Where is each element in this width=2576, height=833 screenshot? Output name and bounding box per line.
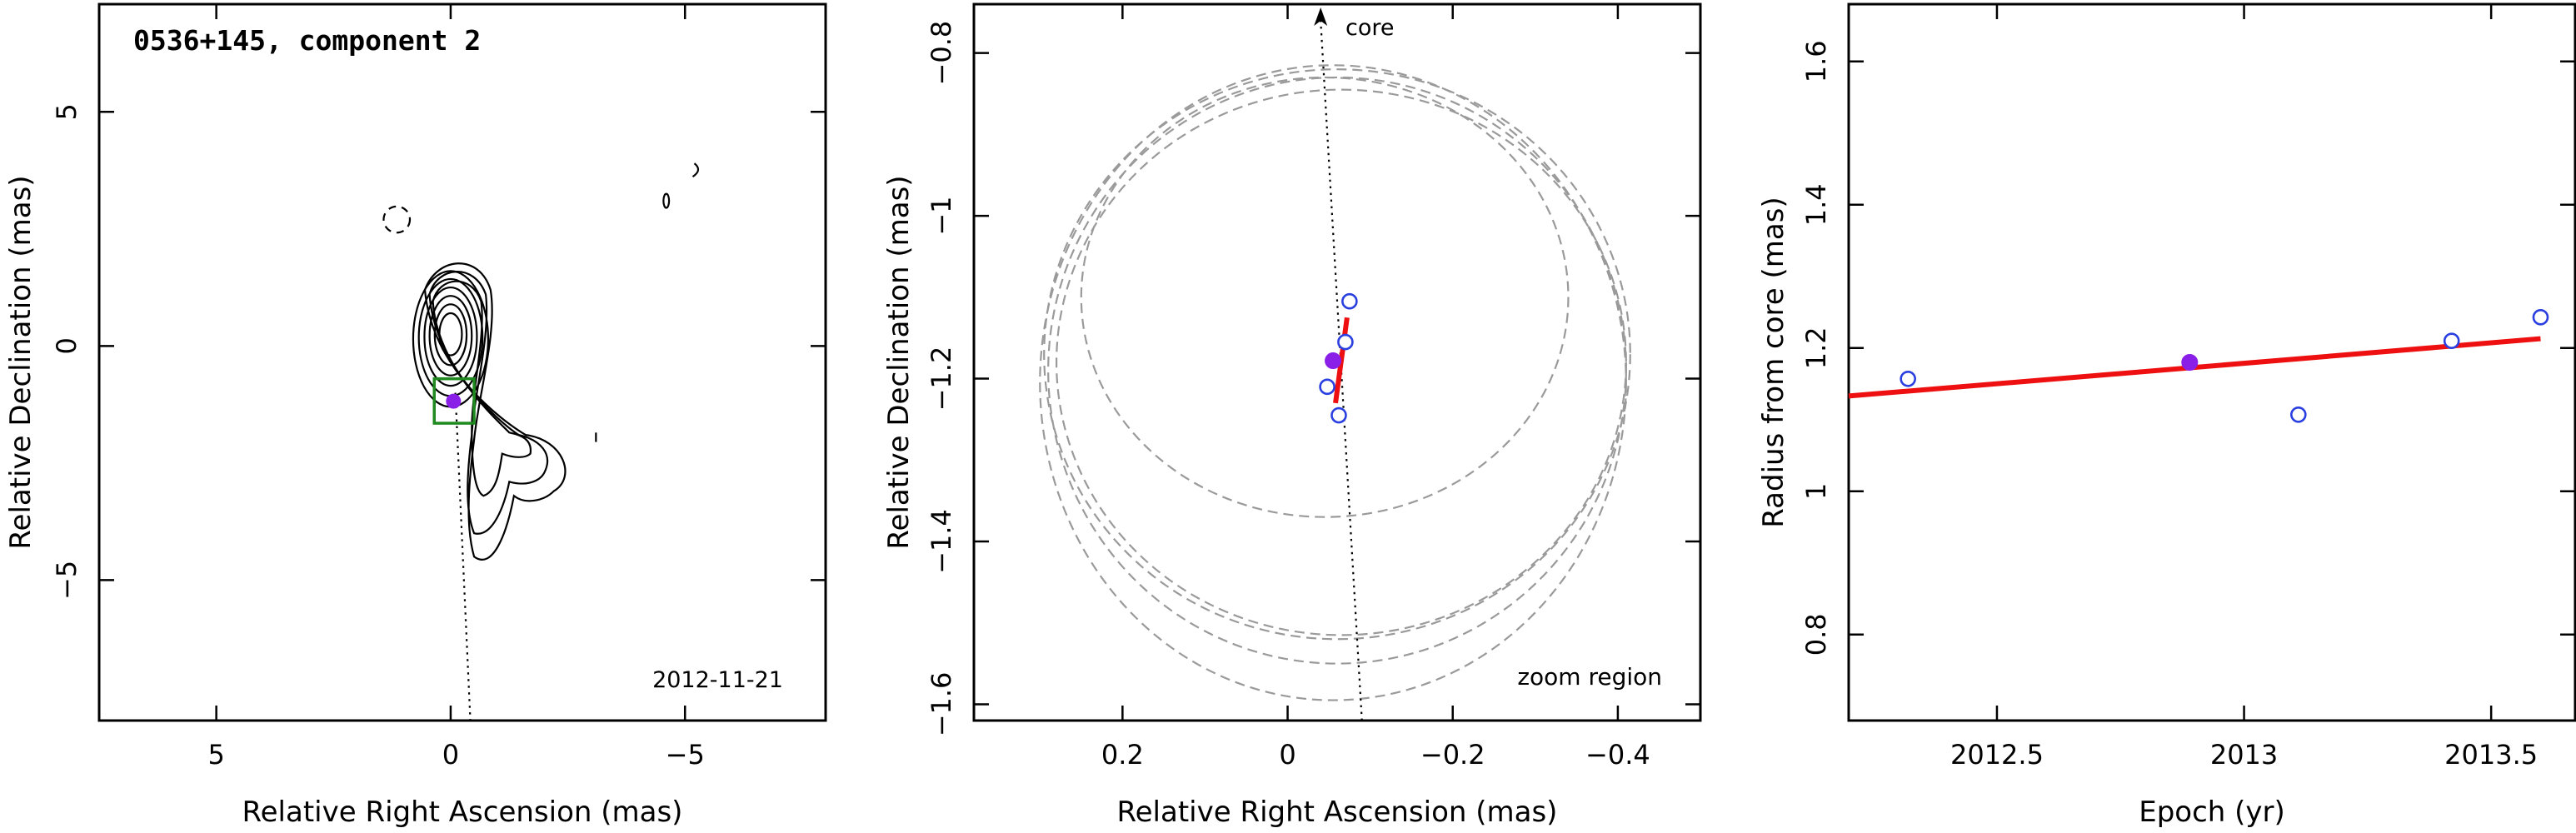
y-tick-label-1: 0: [51, 337, 82, 354]
x-tick-label-2: 0.2: [1101, 739, 1144, 771]
error-ellipse-3: [1055, 88, 1627, 636]
radius-point: [2290, 406, 2307, 423]
panel-zoom-region: 0.2 0 −0.2 −0.4 −0.8 −1 −1.2 −1.4 −1.6 core zoom…: [882, 2, 1702, 829]
y-tick-label-2: −1: [926, 197, 957, 236]
current-epoch-point: [2181, 354, 2199, 371]
contour-level-6: [423, 286, 478, 387]
y-axis-title-2: Relative Declination (mas): [882, 175, 916, 549]
negative-contour: [382, 205, 412, 234]
radius-points: [1900, 309, 2549, 423]
x-axis-title-3: Epoch (yr): [2139, 796, 2285, 829]
tick-group-1: 5 0 −5 5 0 −5: [51, 4, 826, 771]
position-point: [1337, 333, 1354, 351]
epoch-annotation: 2012-11-21: [652, 667, 783, 693]
contour-group: [382, 162, 700, 561]
error-ellipse-4: [1047, 76, 1627, 665]
core-label: core: [1345, 15, 1394, 41]
y-tick-label-3: 1: [1800, 483, 1832, 500]
position-point: [1341, 292, 1358, 310]
position-point: [1319, 378, 1335, 396]
y-tick-label-3: 0.8: [1800, 613, 1832, 656]
x-tick-label-1: 0: [442, 739, 459, 771]
current-epoch-point: [1325, 352, 1342, 370]
small-contour-2: [691, 162, 700, 178]
x-tick-label-3: 2013: [2210, 739, 2278, 771]
y-axis-title-1: Relative Declination (mas): [4, 175, 37, 549]
contour-outer-3: [432, 280, 532, 497]
y-tick-label-2: −0.8: [926, 21, 957, 86]
y-tick-label-1: −5: [51, 561, 82, 600]
panel-contour-map: 5 0 −5 5 0 −5 0536+145, component 2 2012-11-2…: [4, 2, 827, 829]
y-tick-label-3: 1.6: [1800, 40, 1832, 82]
error-ellipse-1: [1080, 76, 1570, 518]
core-direction-line: [454, 392, 472, 721]
x-axis-title-1: Relative Right Ascension (mas): [242, 796, 683, 829]
contour-level-8: [433, 303, 468, 367]
component-marker: [446, 393, 462, 409]
y-tick-label-3: 1.2: [1800, 327, 1832, 369]
x-tick-label-3: 2013.5: [2444, 739, 2538, 771]
error-ellipse-group: [1039, 64, 1631, 701]
x-axis-title-2: Relative Right Ascension (mas): [1117, 796, 1558, 829]
x-tick-label-2: 0: [1279, 739, 1295, 771]
tick-group-2: 0.2 0 −0.2 −0.4 −0.8 −1 −1.2 −1.4 −1.6: [926, 4, 1700, 771]
error-ellipse-5: [1039, 64, 1627, 701]
plot-frame-2: [972, 2, 1702, 722]
radius-point: [1900, 370, 1916, 387]
y-tick-label-1: 5: [51, 103, 82, 120]
contour-outer-2: [428, 271, 549, 535]
contour-level-7: [428, 295, 473, 377]
contour-level-9: [438, 312, 463, 357]
y-tick-label-3: 1.4: [1800, 183, 1832, 226]
plot-frame-1: [97, 2, 827, 722]
small-contour: [662, 192, 671, 209]
position-point: [1330, 407, 1347, 424]
x-tick-label-3: 2012.5: [1950, 739, 2044, 771]
y-tick-label-2: −1.4: [926, 509, 957, 574]
tick-group-3: 2012.5 2013 2013.5 0.8 1 1.2 1.4 1.6: [1800, 4, 2575, 771]
zoom-region-box: [432, 377, 476, 425]
panel1-title: 0536+145, component 2: [133, 24, 481, 57]
radius-point: [2443, 332, 2460, 350]
plot-frame-3: [1847, 2, 2576, 722]
panel-radius-vs-epoch: 2012.5 2013 2013.5 0.8 1 1.2 1.4 1.6 Epoch (yr)…: [1757, 2, 2576, 829]
position-points: [1319, 292, 1358, 424]
y-tick-label-2: −1.2: [926, 347, 957, 412]
contour-outer-1: [423, 262, 567, 561]
x-tick-label-1: −5: [666, 739, 705, 771]
error-ellipse-2: [1043, 68, 1631, 641]
radius-point: [2532, 309, 2549, 326]
y-axis-title-3: Radius from core (mas): [1757, 197, 1790, 527]
x-tick-label-2: −0.2: [1420, 739, 1485, 771]
zoom-region-label: zoom region: [1517, 663, 1662, 691]
x-tick-label-2: −0.4: [1585, 739, 1650, 771]
core-arrow-icon: [1314, 7, 1328, 26]
x-tick-label-1: 5: [207, 739, 224, 771]
y-tick-label-2: −1.6: [926, 672, 957, 737]
